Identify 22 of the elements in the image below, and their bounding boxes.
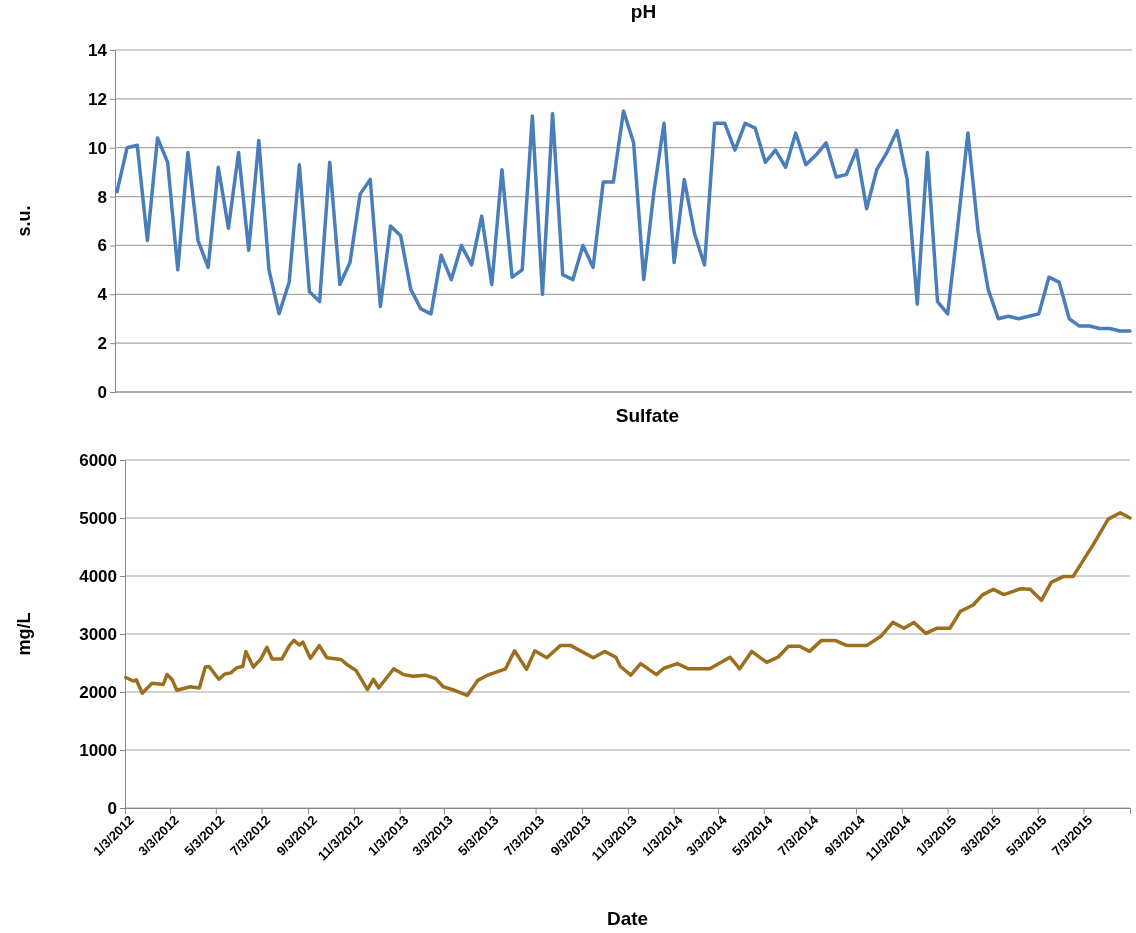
y-tick-label: 2000 [79,682,117,702]
chart-title: pH [630,1,657,22]
x-axis-title: Date [606,908,649,929]
line-series [115,109,1132,333]
y-tick-label: 1000 [79,740,117,760]
y-tick-label: 6000 [79,450,117,470]
y-tick-label: 8 [97,187,107,207]
y-tick-label: 0 [107,798,117,818]
y-tick-label: 5000 [79,508,117,528]
line-series [124,511,1132,698]
chart-title: Sulfate [615,405,680,426]
y-tick-label: 4 [97,285,108,305]
y-axis-title: s.u. [14,205,34,237]
y-tick-label: 3000 [79,624,117,644]
y-tick-label: 14 [88,40,108,60]
y-tick-label: 0 [97,382,107,402]
y-tick-label: 10 [88,138,107,158]
y-tick-label: 12 [88,89,107,109]
y-tick-label: 4000 [79,566,117,586]
y-tick-label: 2 [97,334,107,354]
y-tick-label: 6 [97,236,107,256]
y-axis-title: mg/L [14,612,34,656]
